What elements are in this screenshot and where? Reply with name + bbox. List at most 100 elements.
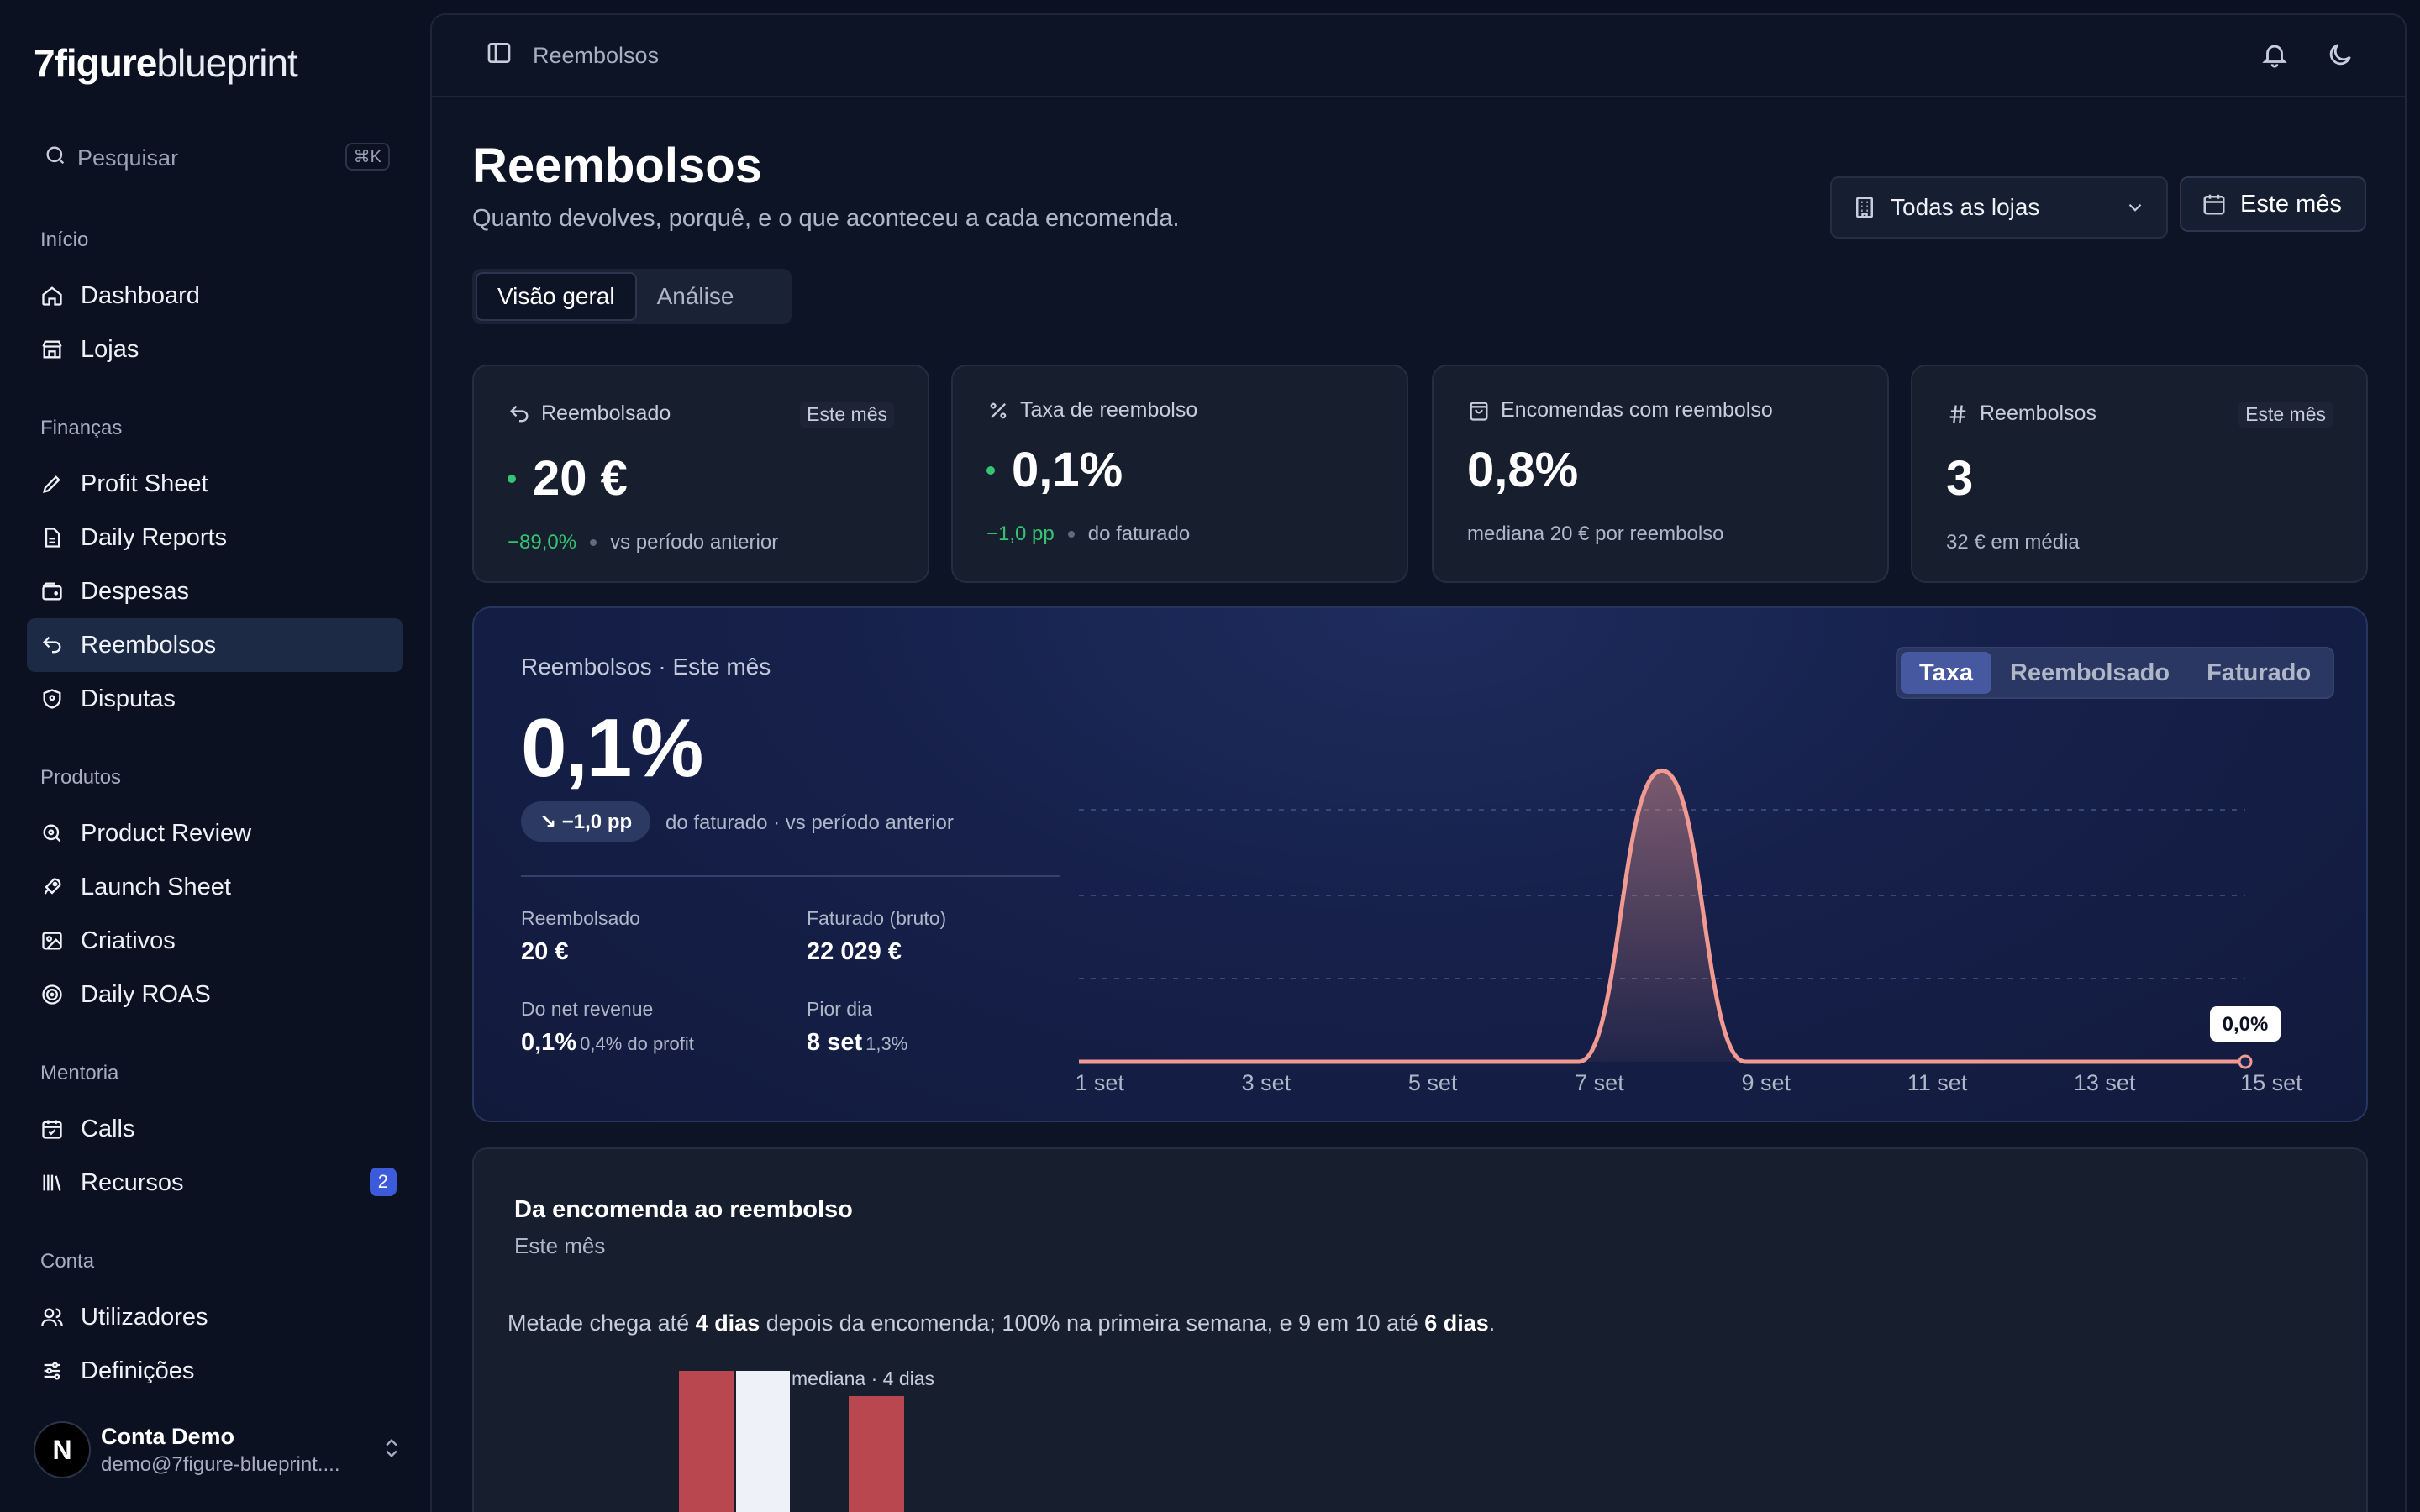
store-select-value: Todas as lojas [1891, 194, 2040, 220]
kpi-footnote: vs período anterior [610, 531, 779, 554]
x-tick-label: 9 set [1741, 1070, 1791, 1095]
users-icon [40, 1305, 81, 1329]
sidebar-item-label: Launch Sheet [81, 873, 231, 900]
view-tabs: Visão geral Análise [472, 269, 792, 324]
stat-label: Reembolsado [521, 907, 640, 929]
account-switcher[interactable]: N Conta Demo demo@7figure-blueprint.... [34, 1418, 403, 1482]
segment-taxa[interactable]: Taxa [1901, 652, 1991, 694]
rocket-icon [40, 875, 81, 899]
chart-card-title: Reembolsos · Este mês [521, 654, 771, 680]
kpi-value: 0,8% [1467, 443, 1579, 497]
library-icon [40, 1171, 81, 1194]
moon-icon[interactable] [2326, 40, 2354, 75]
divider [521, 875, 1060, 877]
shield-icon [40, 687, 81, 711]
sidebar-item-despesas[interactable]: Despesas [27, 564, 403, 618]
sidebar-item-label: Disputas [81, 685, 176, 712]
sidebar-item-daily-roas[interactable]: Daily ROAS [27, 968, 403, 1021]
stat-value: 0,1% [521, 1029, 577, 1056]
refund-rate-chart-card: Reembolsos · Este mês 0,1% ↘ −1,0 pp do … [472, 606, 2368, 1122]
calendar-icon [40, 1117, 81, 1141]
area-chart: 0,0% [1079, 768, 2281, 1069]
kpi-period-chip: Este mês [800, 402, 894, 428]
kpi-label: Encomendas com reembolso [1501, 398, 1773, 422]
sidebar-item-lojas[interactable]: Lojas [27, 323, 403, 376]
kpi-label: Taxa de reembolso [1020, 398, 1198, 422]
image-icon [40, 929, 81, 953]
stat-label: Pior dia [807, 998, 872, 1020]
sidebar-item-label: Criativos [81, 927, 176, 954]
sidebar-item-disputas[interactable]: Disputas [27, 672, 403, 726]
bell-icon[interactable] [2260, 40, 2289, 75]
series-line [1079, 768, 2245, 1064]
sidebar-item-calls[interactable]: Calls [27, 1102, 403, 1156]
stat-extra: 0,4% do profit [580, 1033, 694, 1054]
stat-worst-day: Pior dia 8 set 1,3% [807, 998, 908, 1057]
avatar: N [34, 1421, 91, 1478]
date-range-label: Este mês [2240, 190, 2342, 218]
sidebar-item-label: Calls [81, 1115, 135, 1142]
kpi-value: 3 [1946, 451, 1974, 506]
sidebar-item-product-review[interactable]: Product Review [27, 806, 403, 860]
sidebar-item-definicoes[interactable]: Definições [27, 1344, 403, 1398]
main-panel: Reembolsos Reembolsos Quanto devolves, p… [430, 13, 2407, 1512]
tab-analise[interactable]: Análise [656, 283, 734, 309]
pencil-icon [40, 472, 81, 496]
kpi-footnote: 32 € em média [1946, 531, 2080, 554]
sidebar-item-dashboard[interactable]: Dashboard [27, 269, 403, 323]
order-to-refund-card: Da encomenda ao reembolso Este mês Metad… [472, 1147, 2368, 1512]
stat-value: 22 029 € [807, 938, 902, 965]
file-icon [40, 526, 81, 549]
sidebar-item-label: Utilizadores [81, 1303, 208, 1331]
section-subtitle: Este mês [514, 1233, 606, 1258]
chart-tooltip: 0,0% [2210, 1006, 2281, 1042]
x-tick-label: 11 set [1907, 1070, 1968, 1095]
building-icon [1852, 195, 1877, 220]
segment-reembolsado[interactable]: Reembolsado [2009, 659, 2170, 686]
series-area [1079, 770, 2245, 1062]
sidebar-item-reembolsos[interactable]: Reembolsos [27, 618, 403, 672]
sidebar: 7figureblueprint Pesquisar ⌘K Início Das… [0, 0, 430, 1512]
nav-section-conta: Conta [40, 1250, 95, 1273]
sidebar-item-label: Profit Sheet [81, 470, 208, 497]
percent-icon [986, 399, 1010, 423]
recursos-badge: 2 [369, 1168, 397, 1196]
kpi-card-reembolsos-count: Reembolsos Este mês 3 32 € em média [1911, 365, 2368, 583]
calendar-icon [2202, 192, 2227, 217]
histogram-bar-median [736, 1371, 790, 1512]
search-input[interactable]: Pesquisar ⌘K [40, 138, 390, 178]
chevron-down-icon [2124, 197, 2146, 224]
sidebar-item-label: Recursos [81, 1168, 184, 1196]
sidebar-item-profit-sheet[interactable]: Profit Sheet [27, 457, 403, 511]
sidebar-item-launch-sheet[interactable]: Launch Sheet [27, 860, 403, 914]
date-range-button[interactable]: Este mês [2180, 176, 2366, 232]
sidebar-item-criativos[interactable]: Criativos [27, 914, 403, 968]
store-select[interactable]: Todas as lojas [1830, 176, 2168, 239]
account-email: demo@7figure-blueprint.... [101, 1452, 340, 1476]
chart-card-value: 0,1% [521, 701, 703, 794]
page-title: Reembolsos [472, 139, 762, 193]
brand-logo[interactable]: 7figureblueprint [34, 40, 298, 86]
stat-net: Do net revenue 0,1% 0,4% do profit [521, 998, 694, 1057]
status-dot [986, 465, 995, 475]
logo-light: blueprint [156, 41, 297, 85]
sidebar-item-recursos[interactable]: Recursos 2 [27, 1156, 403, 1210]
nav-section-financas: Finanças [40, 417, 123, 439]
sidebar-item-utilizadores[interactable]: Utilizadores [27, 1290, 403, 1344]
kpi-period-chip: Este mês [2238, 402, 2333, 428]
status-dot [508, 474, 516, 483]
nav-section-mentoria: Mentoria [40, 1062, 119, 1084]
sidebar-item-label: Daily ROAS [81, 980, 211, 1008]
sidebar-item-label: Product Review [81, 819, 252, 847]
sidebar-item-daily-reports[interactable]: Daily Reports [27, 511, 403, 564]
stat-refunded: Reembolsado 20 € [521, 907, 640, 966]
sidebar-toggle-icon[interactable] [486, 39, 513, 72]
kpi-card-encomendas: Encomendas com reembolso 0,8% mediana 20… [1432, 365, 1889, 583]
segment-faturado[interactable]: Faturado [2207, 659, 2312, 686]
account-name: Conta Demo [101, 1423, 235, 1449]
nav-section-produtos: Produtos [40, 766, 122, 789]
x-tick-label: 5 set [1407, 1070, 1458, 1095]
sidebar-item-label: Definições [81, 1357, 195, 1384]
section-title: Da encomenda ao reembolso [514, 1196, 853, 1223]
tab-visao-geral[interactable]: Visão geral [476, 272, 637, 321]
